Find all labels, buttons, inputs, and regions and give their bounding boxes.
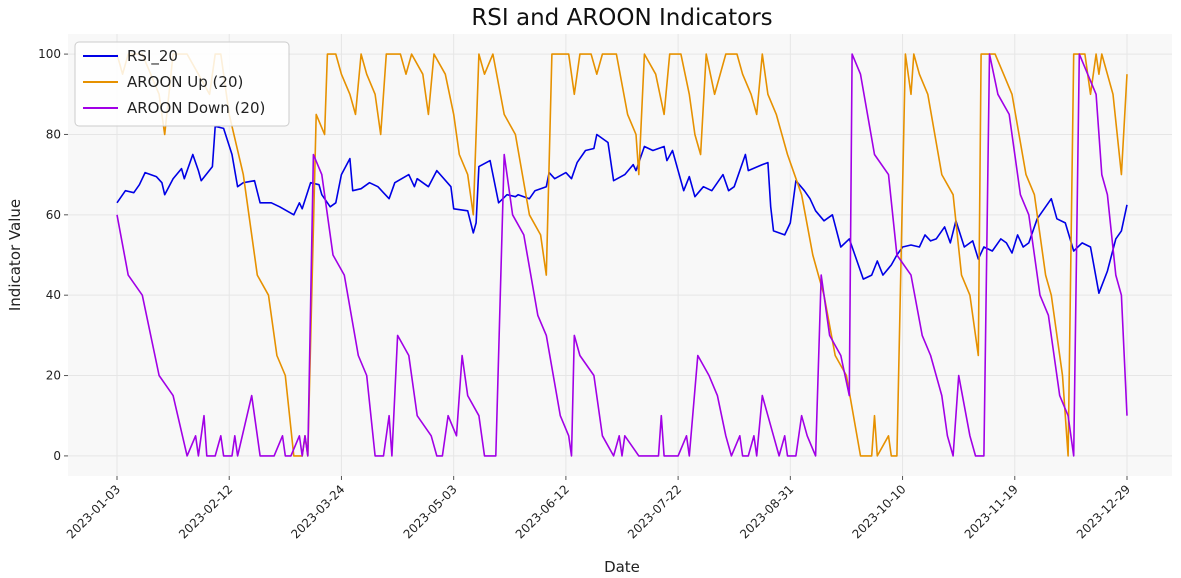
legend-label: AROON Down (20) — [127, 99, 265, 117]
series-line-rsi-20 — [116, 125, 1128, 295]
series-lines — [116, 53, 1128, 457]
legend-label: AROON Up (20) — [127, 73, 243, 91]
chart-title: RSI and AROON Indicators — [471, 5, 772, 31]
legend-box — [74, 41, 290, 127]
y-axis-title: Indicator Value — [6, 199, 24, 311]
y-axis-ticks: 0 20 40 60 80 100 — [38, 47, 68, 463]
x-axis-title: Date — [604, 558, 640, 576]
series-line-aroon-down-20 — [116, 53, 1128, 457]
y-tick-label: 100 — [38, 47, 61, 61]
y-tick-label: 80 — [46, 127, 61, 141]
legend-label: RSI_20 — [127, 47, 178, 66]
y-tick-label: 40 — [46, 288, 61, 302]
y-tick-label: 20 — [46, 369, 61, 383]
y-tick-label: 0 — [53, 449, 61, 463]
y-tick-label: 60 — [46, 208, 61, 222]
legend: RSI_20 AROON Up (20) AROON Down (20) — [74, 41, 290, 127]
